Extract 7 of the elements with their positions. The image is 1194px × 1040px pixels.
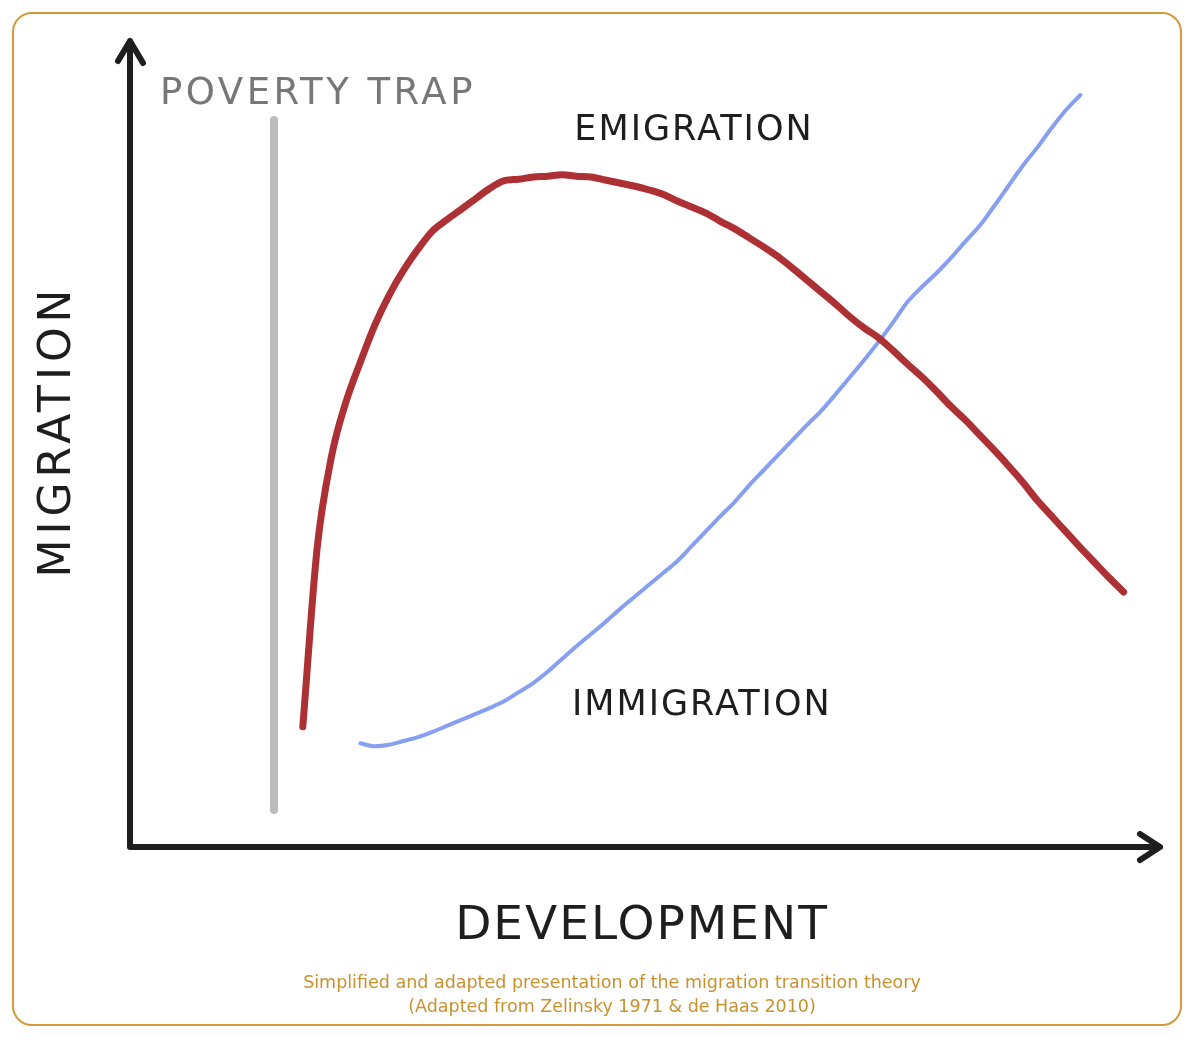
text: Simplified and adapted presentation of the migration transition theory: [303, 972, 921, 993]
text: (Adapted from Zelinsky 1971 & de Haas 2010): [408, 996, 816, 1017]
annotation: POVERTY TRAP: [160, 69, 476, 113]
x-axis-title: DEVELOPMENT: [455, 895, 829, 951]
series-label: IMMIGRATION: [571, 682, 832, 723]
series-label: EMIGRATION: [574, 107, 814, 148]
y-axis-title: MIGRATION: [28, 284, 80, 578]
